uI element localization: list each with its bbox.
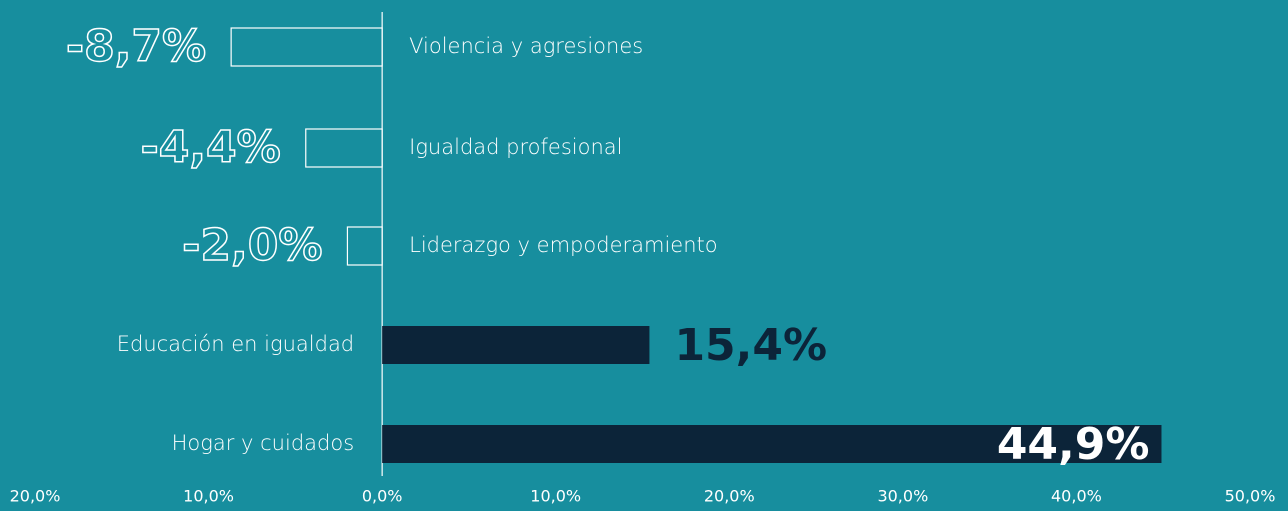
- bar: [346, 226, 383, 266]
- category-label: Educación en igualdad: [117, 332, 354, 356]
- x-tick-label: 20,0%: [704, 487, 755, 506]
- value-label: 44,9%: [997, 419, 1150, 470]
- bar: [382, 326, 650, 364]
- category-label: Liderazgo y empoderamiento: [409, 233, 717, 257]
- x-tick-label: 10,0%: [183, 487, 234, 506]
- category-label: Violencia y agresiones: [409, 34, 643, 58]
- value-label: -8,7%: [66, 21, 206, 72]
- category-label: Igualdad profesional: [409, 135, 622, 159]
- bar: [230, 27, 383, 67]
- value-label: -2,0%: [182, 220, 322, 271]
- x-tick-label: 40,0%: [1051, 487, 1102, 506]
- category-label: Hogar y cuidados: [172, 431, 355, 455]
- x-tick-label: 50,0%: [1225, 487, 1276, 506]
- x-tick-label: 30,0%: [877, 487, 928, 506]
- x-tick-label: 0,0%: [362, 487, 403, 506]
- bar: [382, 425, 1162, 463]
- x-tick-label: 10,0%: [530, 487, 581, 506]
- bar: [305, 128, 383, 168]
- x-tick-label: 20,0%: [10, 487, 61, 506]
- value-label: -4,4%: [140, 122, 280, 173]
- value-label: 15,4%: [674, 320, 827, 371]
